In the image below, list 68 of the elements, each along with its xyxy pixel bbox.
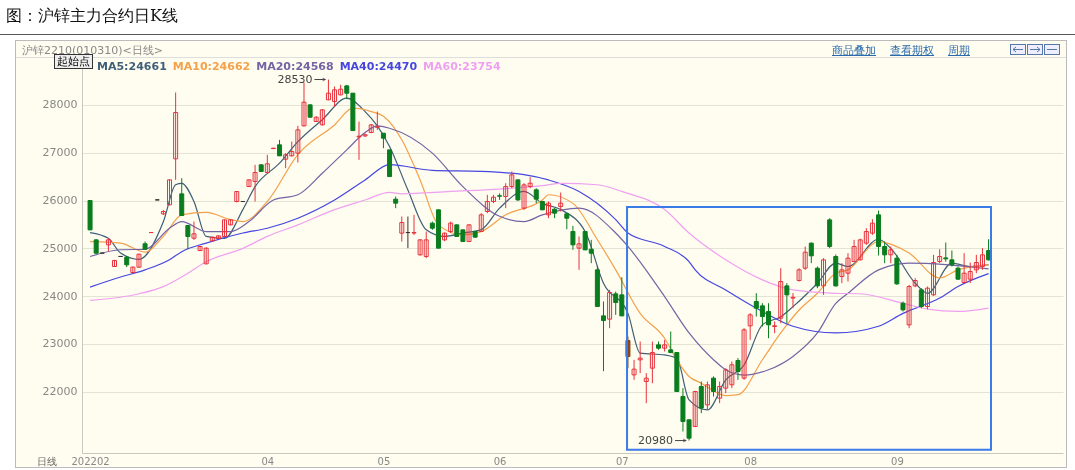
candlestick [631, 359, 637, 381]
candlestick [643, 372, 649, 404]
y-tick-label: 22000 [42, 385, 78, 399]
line-series [89, 182, 990, 313]
annotation: 20980 [638, 433, 674, 447]
candlestick [692, 390, 698, 428]
candlestick [301, 82, 307, 127]
candlestick [747, 312, 753, 341]
annotation: 28530 [277, 72, 313, 86]
chart-subtitle: 沪锌2210(010310)<日线> [22, 43, 164, 57]
candlestick [607, 289, 613, 329]
candlestick [576, 236, 582, 271]
candlestick [943, 241, 949, 263]
candlestick [185, 224, 191, 250]
text: MA20:24568 [256, 60, 334, 73]
candlestick [411, 214, 417, 236]
candlestick [515, 178, 521, 202]
text: 商品叠加 [832, 43, 876, 58]
candlestick [637, 341, 643, 374]
candlestick [399, 216, 405, 243]
text: MA10:24662 [172, 60, 251, 73]
candlestick [704, 381, 710, 411]
candlestick [649, 341, 655, 384]
text: MA5:24661 [97, 60, 167, 73]
text: MA40:24470 [339, 60, 418, 73]
candlestick [735, 357, 741, 381]
x-tick-label: 202202 [71, 455, 110, 467]
x-tick-label: 06 [493, 455, 507, 467]
y-tick-label: 27000 [42, 146, 78, 160]
candlestick [179, 177, 185, 217]
x-tick-label: 09 [891, 455, 904, 467]
candlestick [558, 192, 564, 212]
y-tick-label: 24000 [42, 289, 78, 303]
candlestick [790, 292, 796, 309]
candlestick [167, 178, 173, 206]
line-series [89, 164, 990, 334]
candlestick [821, 257, 827, 296]
candlestick [741, 327, 747, 381]
x-tick-label: 05 [377, 455, 391, 467]
candlestick [570, 225, 576, 251]
candlestick [784, 282, 790, 324]
y-tick-label: 26000 [42, 194, 78, 208]
annotation: 起始点 [54, 54, 93, 69]
text: MA60:23754 [423, 60, 501, 73]
x-tick-label: 08 [744, 455, 758, 467]
x-tick-label: 04 [261, 455, 275, 467]
y-tick-label: 23000 [42, 337, 78, 351]
y-tick-label: 28000 [42, 98, 78, 112]
y-tick-label: 25000 [42, 241, 78, 255]
candlestick [478, 212, 484, 233]
candlestick [814, 266, 820, 289]
text: 周期 [948, 43, 970, 58]
candlestick [802, 246, 808, 271]
candlestick [808, 241, 814, 264]
candlestick [173, 92, 179, 181]
candlestick [600, 301, 606, 372]
x-axis-title: 日线 [36, 455, 57, 467]
candlestick [796, 267, 802, 283]
candlestick [466, 223, 472, 243]
candlestick [918, 287, 924, 309]
text: 查看期权 [890, 43, 934, 58]
chart-title: 图：沪锌主力合约日K线 [6, 6, 178, 27]
x-tick-label: 07 [615, 455, 629, 467]
candlestick [778, 267, 784, 324]
candlestick [191, 221, 197, 241]
candlestick [949, 250, 955, 267]
candlestick [698, 381, 704, 414]
candlestick [711, 375, 717, 398]
